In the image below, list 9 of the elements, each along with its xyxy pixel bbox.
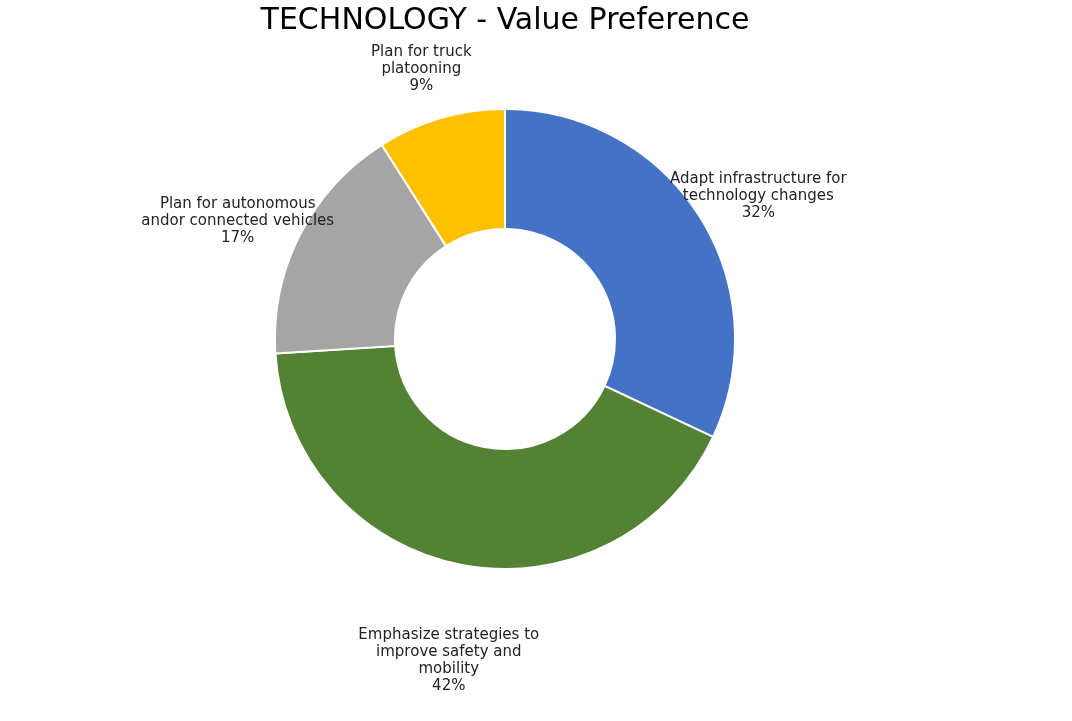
slice-label: Emphasize strategies to improve safety and mobility bbox=[358, 624, 540, 677]
chart-title: TECHNOLOGY - Value Preference bbox=[259, 1, 750, 36]
slice-label: Adapt infrastructure for technology changes bbox=[669, 169, 848, 205]
data-label: 9% bbox=[409, 75, 434, 94]
data-label: 32% bbox=[741, 203, 775, 222]
slice-label: Plan for truck platooning bbox=[371, 41, 472, 77]
slice-label: Plan for autonomous andor connected vehicles bbox=[141, 193, 335, 229]
data-label: 42% bbox=[432, 675, 466, 694]
data-label: 17% bbox=[221, 227, 255, 246]
